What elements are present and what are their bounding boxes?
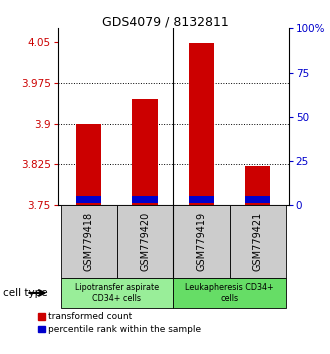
Bar (76, 196, 101, 203)
Bar (245, 196, 271, 203)
Bar (76, 124, 101, 205)
Bar (245, 166, 271, 205)
Legend: transformed count, percentile rank within the sample: transformed count, percentile rank withi… (38, 313, 202, 334)
Bar (61, 278, 173, 308)
Bar (230, 205, 286, 278)
Text: GSM779418: GSM779418 (84, 212, 94, 271)
Text: Leukapheresis CD34+
cells: Leukapheresis CD34+ cells (185, 283, 274, 303)
Text: GDS4079 / 8132811: GDS4079 / 8132811 (102, 16, 228, 29)
Bar (117, 205, 173, 278)
Bar (132, 196, 158, 203)
Bar (173, 205, 230, 278)
Bar (132, 99, 158, 205)
Bar (189, 196, 214, 203)
Bar (189, 43, 214, 205)
Text: GSM779419: GSM779419 (196, 212, 207, 271)
Text: Lipotransfer aspirate
CD34+ cells: Lipotransfer aspirate CD34+ cells (75, 283, 159, 303)
Bar (61, 205, 117, 278)
Text: GSM779420: GSM779420 (140, 212, 150, 271)
Text: cell type: cell type (3, 288, 48, 298)
Bar (173, 278, 286, 308)
Text: GSM779421: GSM779421 (253, 212, 263, 271)
